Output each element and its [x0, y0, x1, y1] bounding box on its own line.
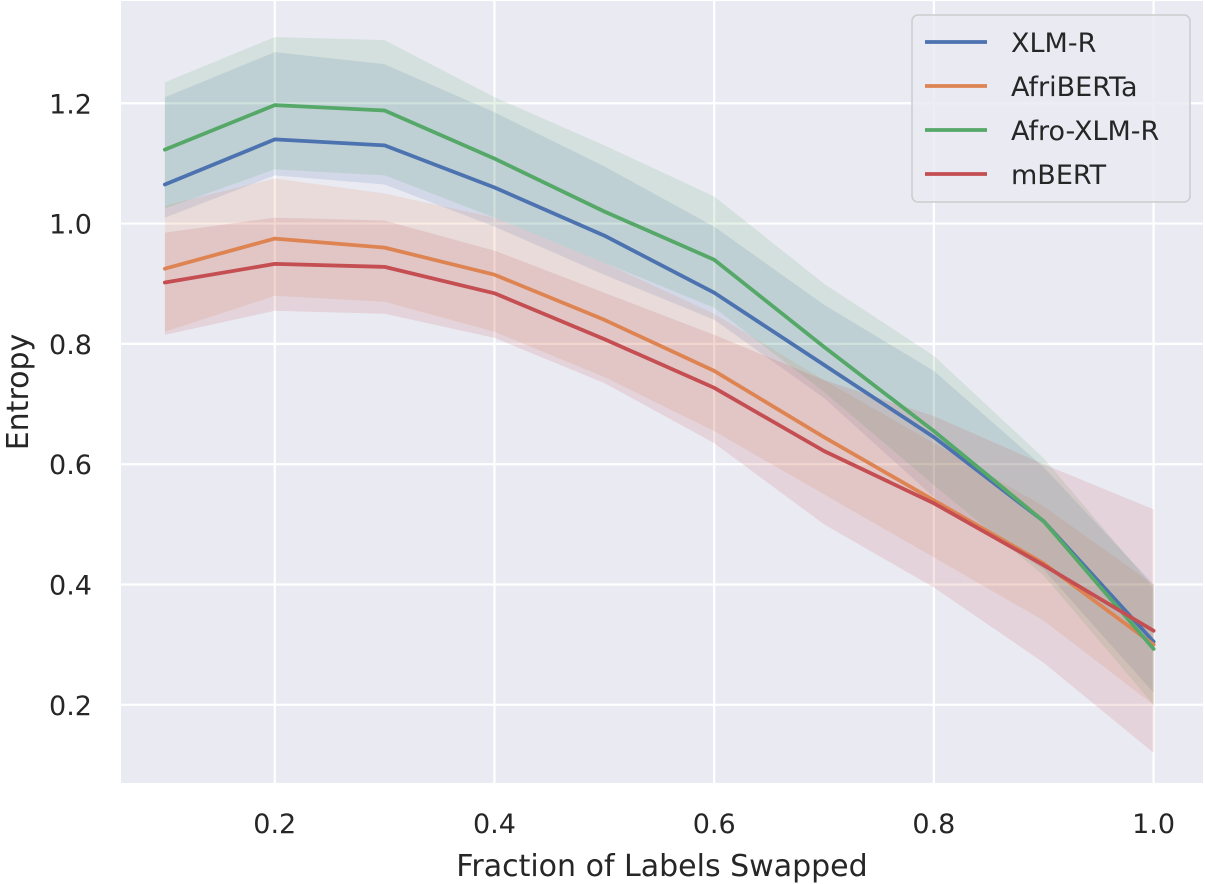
y-axis-ticks: 0.2 0.4 0.6 0.8 1.0 1.2 — [49, 89, 92, 722]
x-axis-label: Fraction of Labels Swapped — [456, 849, 867, 884]
line-afriberta — [162, 236, 1156, 647]
x-axis-ticks: 0.2 0.4 0.6 0.8 1.0 — [253, 809, 1175, 840]
x-tick-label: 0.2 — [253, 809, 296, 840]
legend-label-afriberta: AfriBERTa — [1011, 72, 1138, 103]
line-mbert — [162, 261, 1156, 633]
legend: XLM-R AfriBERTa Afro-XLM-R mBERT — [911, 14, 1191, 203]
legend-label-afro-xlm-r: Afro-XLM-R — [1011, 116, 1159, 147]
band-mbert — [164, 217, 1154, 753]
y-tick-label: 1.2 — [49, 89, 92, 120]
x-tick-label: 0.4 — [473, 809, 516, 840]
confidence-bands — [164, 37, 1154, 753]
y-tick-label: 0.6 — [49, 450, 92, 481]
band-afriberta — [164, 178, 1154, 705]
band-xlm-r — [164, 52, 1154, 693]
y-tick-label: 0.2 — [49, 691, 92, 722]
series-lines — [162, 103, 1156, 651]
line-xlm-r — [162, 137, 1156, 644]
y-tick-label: 0.8 — [49, 330, 92, 361]
y-tick-label: 0.4 — [49, 570, 92, 601]
y-tick-label: 1.0 — [49, 210, 92, 241]
legend-label-xlm-r: XLM-R — [1011, 28, 1096, 59]
legend-box — [911, 14, 1191, 203]
band-afro-xlm-r — [164, 37, 1154, 705]
x-tick-label: 0.8 — [912, 809, 955, 840]
line-afro-xlm-r — [162, 103, 1156, 651]
x-tick-label: 1.0 — [1132, 809, 1175, 840]
y-axis-label: Entropy — [1, 334, 36, 451]
x-tick-label: 0.6 — [693, 809, 736, 840]
legend-label-mbert: mBERT — [1011, 160, 1107, 191]
